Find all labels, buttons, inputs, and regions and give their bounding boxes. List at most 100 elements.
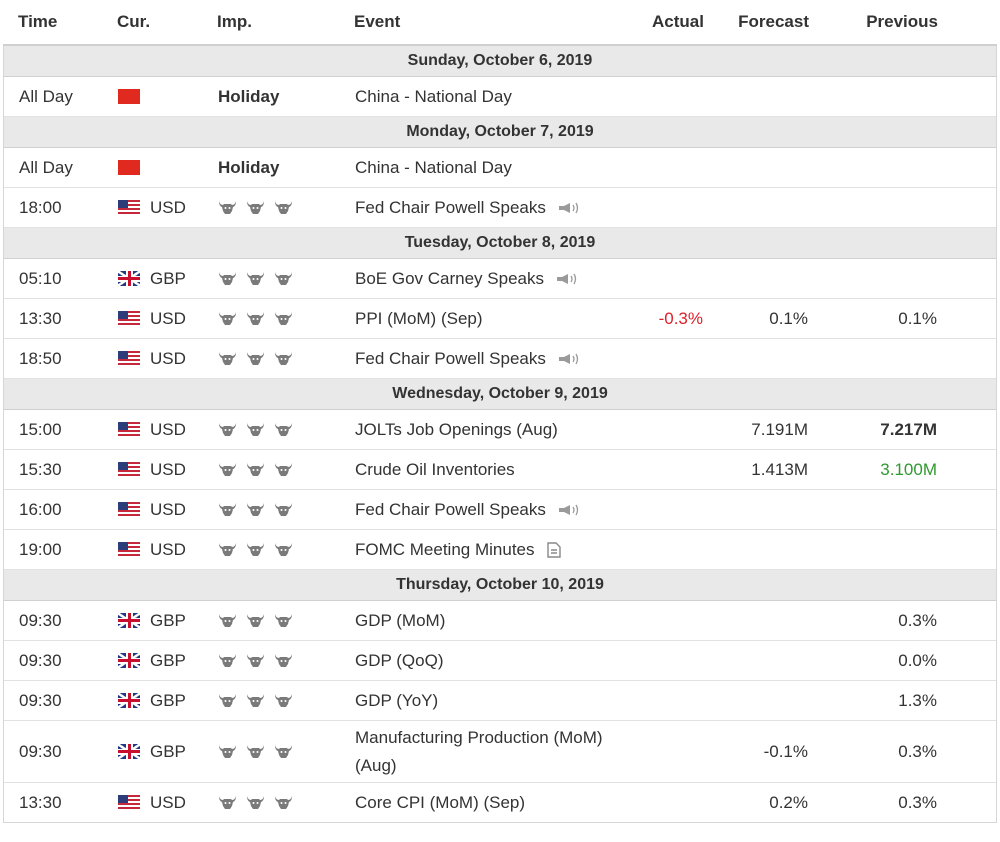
date-row: Wednesday, October 9, 2019 <box>4 379 996 410</box>
document-icon[interactable] <box>547 542 561 558</box>
currency-code: USD <box>150 308 186 328</box>
event-previous: 0.1% <box>898 308 937 328</box>
header-actual[interactable]: Actual <box>652 12 704 31</box>
event-row[interactable]: 19:00 USD FOMC Meeting Minutes <box>4 530 996 570</box>
event-time: All Day <box>19 157 73 177</box>
event-name-link[interactable]: PPI (MoM) (Sep) <box>355 308 483 328</box>
date-row: Monday, October 7, 2019 <box>4 117 996 148</box>
event-importance: Holiday <box>218 148 279 187</box>
event-row[interactable]: All Day Holiday China - National Day <box>4 77 996 117</box>
bull-icon <box>246 271 265 286</box>
header-event[interactable]: Event <box>354 12 401 31</box>
event-previous: 0.3% <box>898 610 937 630</box>
event-name-link[interactable]: Fed Chair Powell Speaks <box>355 499 546 519</box>
bull-icon <box>246 502 265 517</box>
table-header: Time Cur. Imp. Event Actual Forecast Pre… <box>3 0 997 46</box>
event-currency: GBP <box>118 721 186 782</box>
bull-icon <box>246 200 265 215</box>
event-row[interactable]: 15:00 USD JOLTs Job Openings (Aug) 7.191… <box>4 410 996 450</box>
currency-code: USD <box>150 792 186 812</box>
gb-flag-icon <box>118 271 140 286</box>
event-name-link[interactable]: GDP (MoM) <box>355 610 446 630</box>
event-name-link[interactable]: JOLTs Job Openings (Aug) <box>355 419 558 439</box>
currency-code: USD <box>150 348 186 368</box>
event-name-cell: Crude Oil Inventories <box>355 450 515 489</box>
event-importance <box>218 601 302 640</box>
header-previous[interactable]: Previous <box>866 12 938 31</box>
event-name-link[interactable]: Fed Chair Powell Speaks <box>355 348 546 368</box>
event-row[interactable]: 05:10 GBP BoE Gov Carney Speaks <box>4 259 996 299</box>
header-importance[interactable]: Imp. <box>217 12 252 31</box>
event-importance <box>218 783 302 822</box>
event-time: 09:30 <box>19 650 62 670</box>
event-forecast: 0.2% <box>769 792 808 812</box>
bull-icon <box>246 462 265 477</box>
event-name-link[interactable]: GDP (YoY) <box>355 690 439 710</box>
event-row[interactable]: 18:00 USD Fed Chair Powell Speaks <box>4 188 996 228</box>
event-importance <box>218 450 302 489</box>
header-forecast[interactable]: Forecast <box>738 12 809 31</box>
event-row[interactable]: 18:50 USD Fed Chair Powell Speaks <box>4 339 996 379</box>
us-flag-icon <box>118 542 140 557</box>
event-currency: GBP <box>118 601 186 640</box>
bull-icon <box>274 200 293 215</box>
event-currency <box>118 77 150 116</box>
event-row[interactable]: 13:30 USD PPI (MoM) (Sep) -0.3% 0.1% 0.1… <box>4 299 996 339</box>
event-importance <box>218 259 302 298</box>
bull-icon <box>274 795 293 810</box>
event-forecast: 7.191M <box>751 419 808 439</box>
event-name-link[interactable]: China - National Day <box>355 86 512 106</box>
header-time[interactable]: Time <box>18 12 58 31</box>
bull-icon <box>274 351 293 366</box>
event-name-link[interactable]: Core CPI (MoM) (Sep) <box>355 792 526 812</box>
us-flag-icon <box>118 795 140 810</box>
date-row: Sunday, October 6, 2019 <box>4 46 996 77</box>
event-forecast: -0.1% <box>763 741 808 761</box>
bull-icon <box>218 653 237 668</box>
event-time: 19:00 <box>19 539 62 559</box>
event-row[interactable]: 15:30 USD Crude Oil Inventories 1.413M 3… <box>4 450 996 490</box>
event-importance <box>218 721 302 782</box>
event-importance: Holiday <box>218 77 279 116</box>
event-name-link[interactable]: Fed Chair Powell Speaks <box>355 197 546 217</box>
event-name-link[interactable]: FOMC Meeting Minutes <box>355 539 535 559</box>
event-name-cell: China - National Day <box>355 148 512 187</box>
event-previous: 0.3% <box>898 741 937 761</box>
event-row[interactable]: 13:30 USD Core CPI (MoM) (Sep) 0.2% 0.3% <box>4 783 996 822</box>
event-name-cell: GDP (QoQ) <box>355 641 443 680</box>
header-currency[interactable]: Cur. <box>117 12 151 31</box>
us-flag-icon <box>118 422 140 437</box>
event-time: 09:30 <box>19 741 62 761</box>
bull-icon <box>274 613 293 628</box>
event-row[interactable]: 09:30 GBP GDP (YoY) 1.3% <box>4 681 996 721</box>
event-currency: USD <box>118 490 186 529</box>
bull-icon <box>246 542 265 557</box>
bull-icon <box>274 271 293 286</box>
currency-code: USD <box>150 197 186 217</box>
event-name-link[interactable]: GDP (QoQ) <box>355 650 444 670</box>
event-time: 18:50 <box>19 348 62 368</box>
event-currency <box>118 148 150 187</box>
event-currency: USD <box>118 530 186 569</box>
event-name-cell: China - National Day <box>355 77 512 116</box>
event-name-link[interactable]: Crude Oil Inventories <box>355 459 515 479</box>
currency-code: GBP <box>150 268 186 288</box>
event-time: 18:00 <box>19 197 62 217</box>
cn-flag-icon <box>118 89 140 104</box>
event-row[interactable]: 16:00 USD Fed Chair Powell Speaks <box>4 490 996 530</box>
event-currency: GBP <box>118 259 186 298</box>
bull-icon <box>274 462 293 477</box>
event-importance <box>218 188 302 227</box>
currency-code: USD <box>150 499 186 519</box>
event-name-link[interactable]: China - National Day <box>355 157 512 177</box>
event-currency: USD <box>118 450 186 489</box>
event-row[interactable]: All Day Holiday China - National Day <box>4 148 996 188</box>
event-row[interactable]: 09:30 GBP Manufacturing Production (MoM)… <box>4 721 996 783</box>
bull-icon <box>274 744 293 759</box>
speech-icon <box>554 272 580 286</box>
event-name-link[interactable]: Manufacturing Production (MoM) (Aug) <box>355 727 603 775</box>
event-row[interactable]: 09:30 GBP GDP (MoM) 0.3% <box>4 601 996 641</box>
event-previous: 3.100M <box>880 459 937 479</box>
event-row[interactable]: 09:30 GBP GDP (QoQ) 0.0% <box>4 641 996 681</box>
event-name-link[interactable]: BoE Gov Carney Speaks <box>355 268 544 288</box>
